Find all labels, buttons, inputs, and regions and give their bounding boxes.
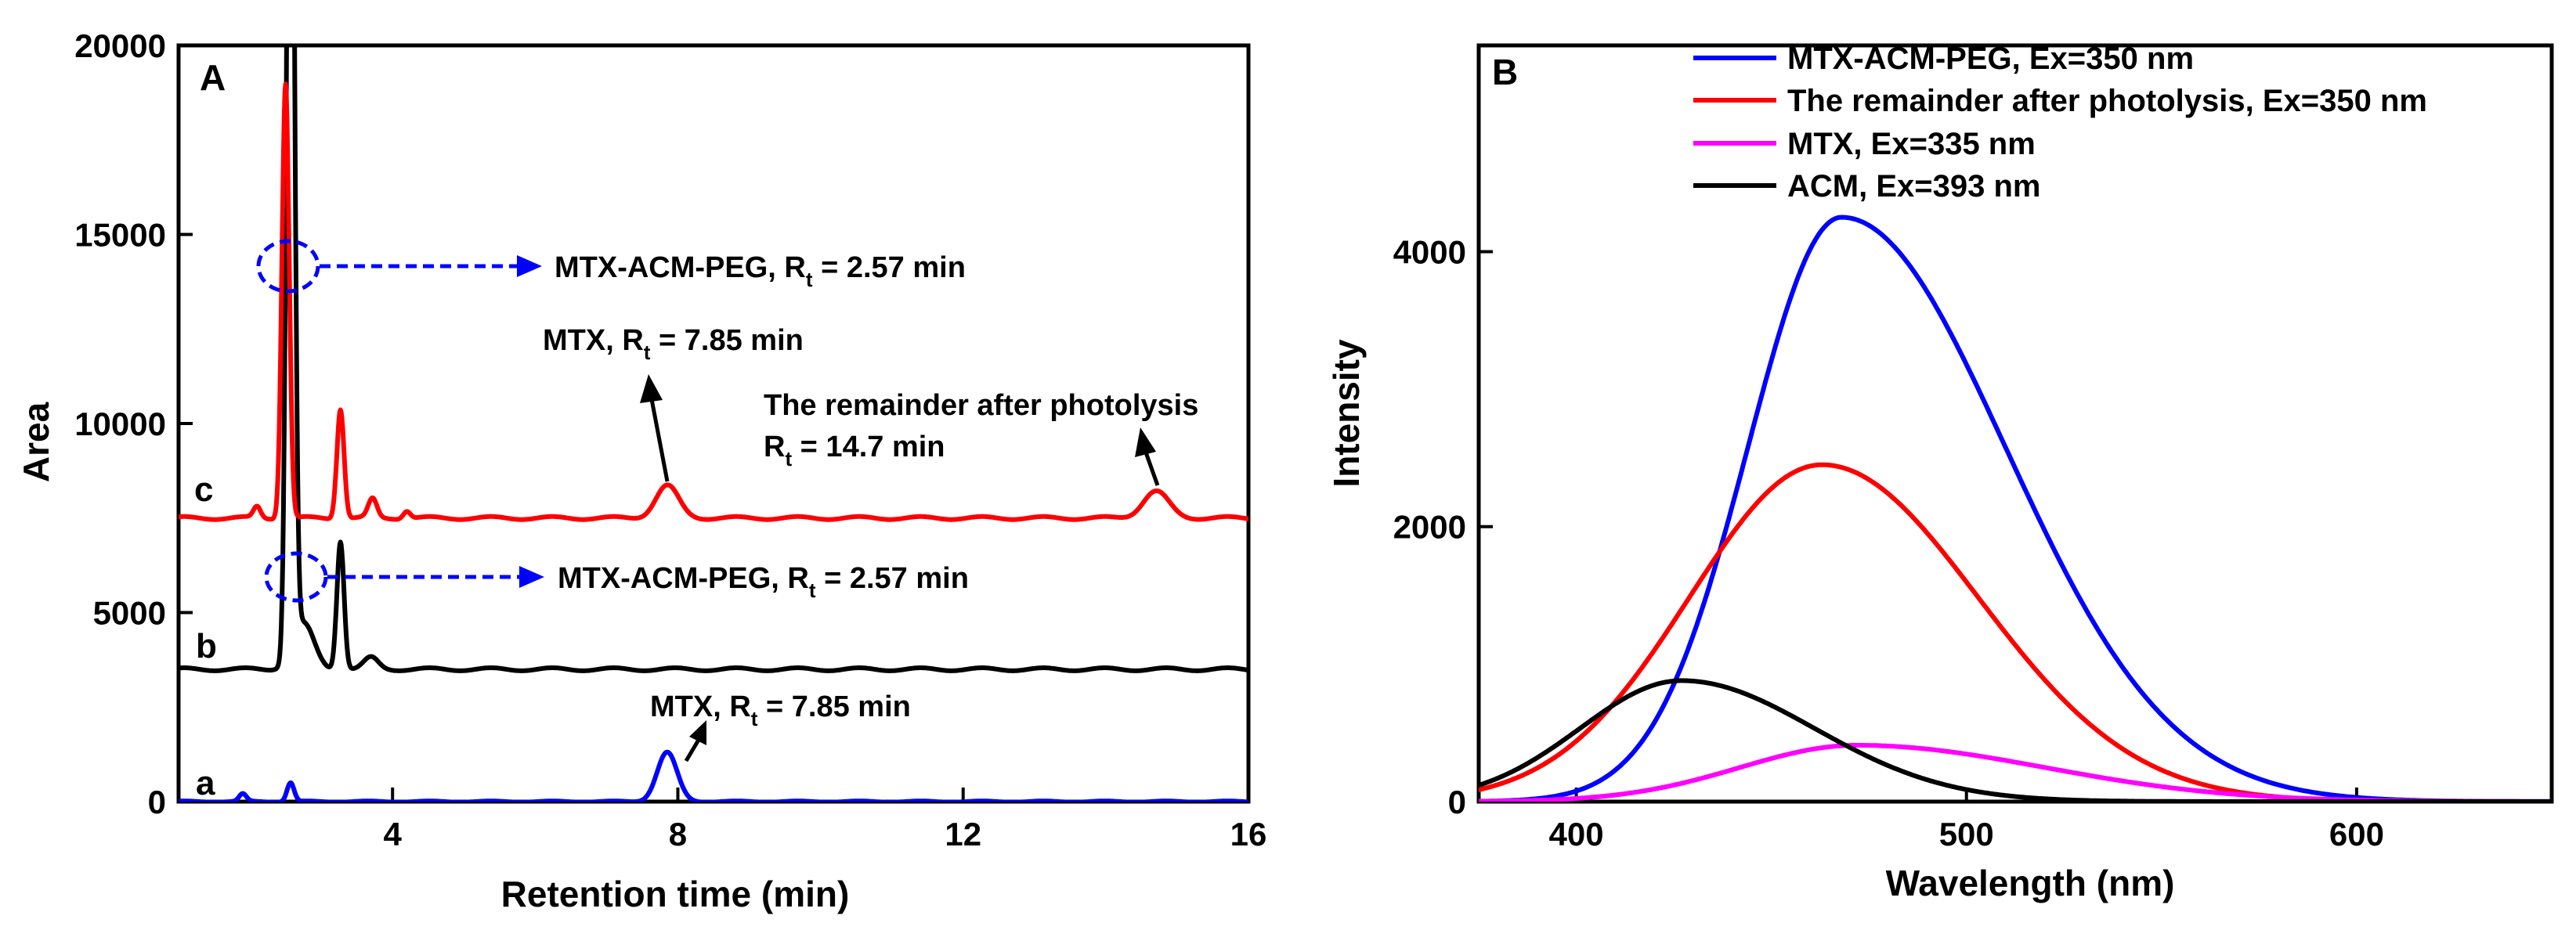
y-tick-label: 10000	[74, 406, 166, 442]
panel-b-x-axis-title: Wavelength (nm)	[1886, 863, 2175, 903]
annotation-remainder-line1: The remainder after photolysis	[764, 389, 1198, 422]
panel-b-label: B	[1492, 52, 1518, 92]
spectrum-series-0	[1479, 214, 2552, 802]
chromatogram-trace-c	[179, 81, 1248, 522]
x-tick-label: 4	[384, 816, 403, 852]
panel-a-y-axis-title: Area	[16, 402, 56, 482]
annotation-mtx-c: MTX, Rt = 7.85 min	[543, 324, 804, 364]
y-tick-label: 20000	[74, 27, 166, 64]
legend-label-remainder: The remainder after photolysis, Ex=350 n…	[1787, 84, 2427, 118]
annotation-peg-c: MTX-ACM-PEG, Rt = 2.57 min	[555, 251, 966, 291]
chromatogram-trace-b	[179, 45, 1248, 673]
panel-a-label: A	[200, 57, 226, 98]
x-tick-label: 600	[2329, 816, 2384, 852]
panel-b-plot-frame	[1476, 43, 2554, 804]
y-tick-label: 2000	[1393, 509, 1466, 546]
y-tick-label: 4000	[1393, 233, 1466, 270]
x-tick-label: 400	[1549, 816, 1604, 852]
spectrum-series-3	[1479, 678, 2552, 802]
y-tick-label: 0	[148, 784, 166, 820]
arrow-remainder	[1135, 427, 1160, 486]
panel-b-y-axis-title: Intensity	[1326, 339, 1367, 488]
annotation-mtx-a: MTX, Rt = 7.85 min	[650, 690, 911, 730]
arrow-mtx-a	[684, 720, 706, 762]
x-tick-label: 500	[1939, 816, 1994, 852]
callout-peg-b	[264, 551, 544, 603]
trace-label-b: b	[196, 627, 217, 665]
panel-a-chart: A 0 5000 10000 15000 20000 4 8 12 16 Area Reten…	[16, 27, 1267, 914]
annotation-remainder-line2: Rt = 14.7 min	[764, 431, 945, 470]
x-tick-label: 8	[669, 816, 687, 852]
panel-b-legend: MTX-ACM-PEG, Ex=350 nm The remainder aft…	[1693, 41, 2427, 204]
legend-label-mtx-acm-peg: MTX-ACM-PEG, Ex=350 nm	[1787, 41, 2194, 76]
y-tick-label: 15000	[74, 217, 166, 254]
trace-label-a: a	[196, 764, 215, 802]
x-tick-label: 16	[1230, 816, 1267, 852]
spectrum-series-2	[1479, 743, 2552, 802]
y-tick-label: 0	[1448, 784, 1466, 820]
legend-label-acm: ACM, Ex=393 nm	[1787, 169, 2040, 204]
callout-peg-c	[256, 239, 542, 294]
panel-b-chart: B 0 2000 4000 400 500 600 Intensity Waveleng…	[1326, 41, 2554, 903]
y-tick-label: 5000	[93, 595, 166, 632]
annotation-peg-b: MTX-ACM-PEG, Rt = 2.57 min	[558, 562, 969, 602]
trace-label-c: c	[194, 470, 213, 509]
panel-a-x-axis-title: Retention time (min)	[501, 874, 850, 914]
x-tick-label: 12	[945, 816, 981, 852]
legend-label-mtx: MTX, Ex=335 nm	[1787, 127, 2036, 161]
arrow-mtx-c	[640, 374, 670, 482]
spectrum-series-1	[1479, 462, 2552, 802]
chromatogram-trace-a	[179, 749, 1248, 802]
